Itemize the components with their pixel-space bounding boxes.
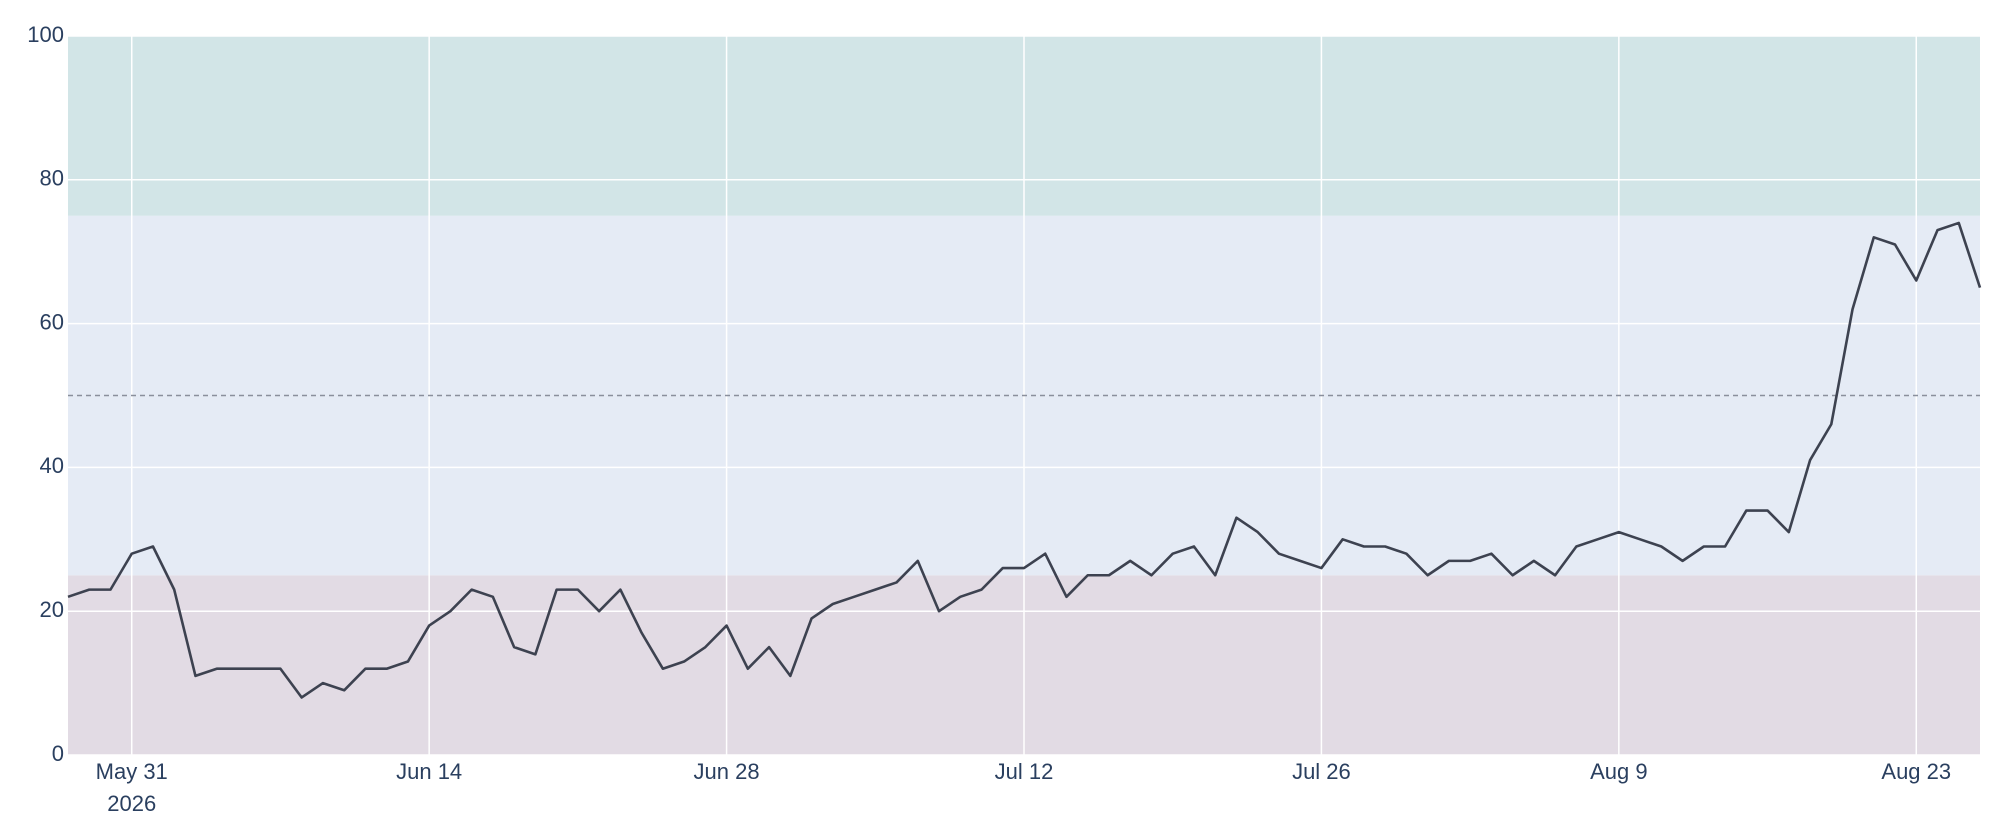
x-tick-label: Aug 23 (1881, 759, 1951, 784)
data-line (67, 221, 1982, 699)
y-tick-label: 40 (40, 453, 64, 478)
x-tick-label: Aug 9 (1590, 759, 1648, 784)
x-tick-sublabel: 2026 (107, 791, 156, 816)
y-tick-label: 80 (40, 166, 64, 191)
x-tick-label: Jun 28 (694, 759, 760, 784)
x-tick-label: Jul 26 (1292, 759, 1351, 784)
y-tick-label: 20 (40, 597, 64, 622)
x-tick-label: Jun 14 (396, 759, 462, 784)
x-tick-label: Jul 12 (995, 759, 1054, 784)
y-tick-label: 100 (27, 22, 64, 47)
y-tick-label: 60 (40, 309, 64, 334)
y-tick-label: 0 (52, 741, 64, 766)
x-tick-label: May 31 (96, 759, 168, 784)
